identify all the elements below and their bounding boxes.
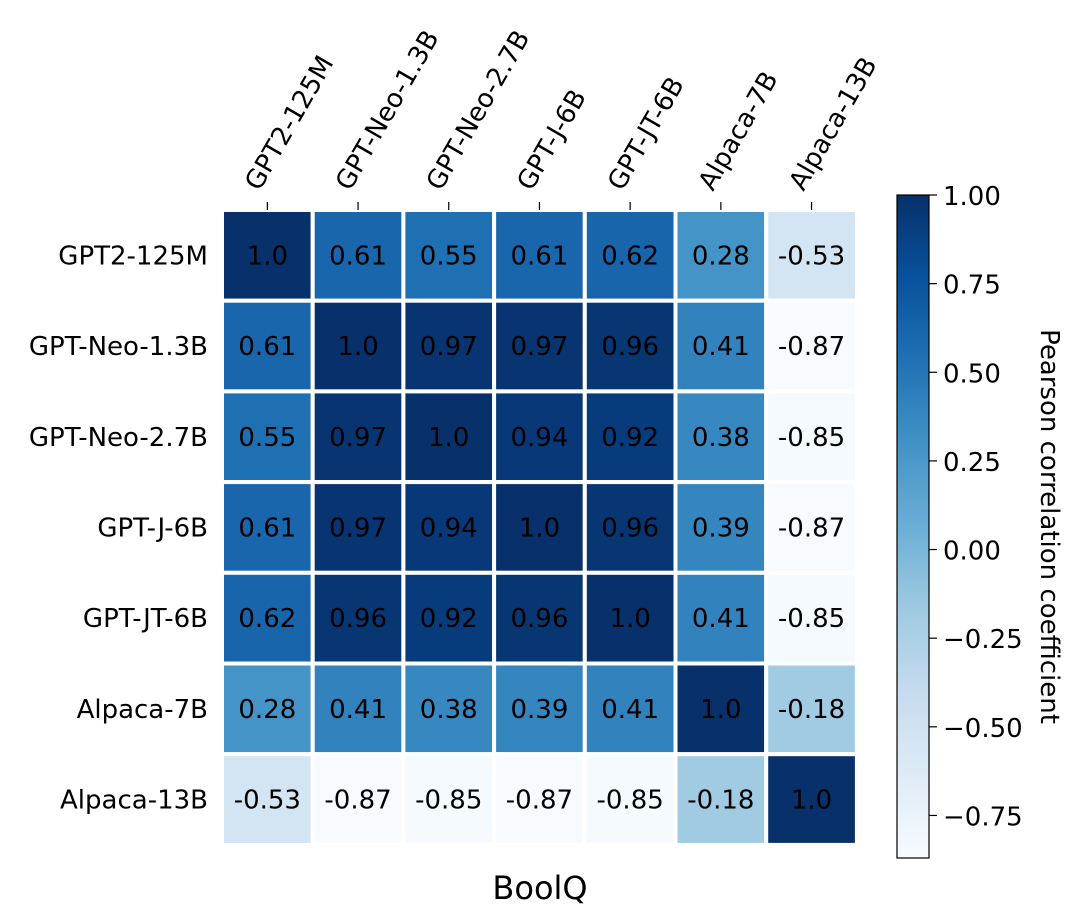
- cell-value-label: 1.0: [700, 695, 741, 725]
- heatmap-cell: [310, 480, 406, 575]
- cell-value-label: 0.61: [238, 332, 296, 362]
- cell-value-label: -0.85: [597, 786, 664, 816]
- colorbar-tick-label: −0.50: [943, 714, 1023, 744]
- cell-value-label: 0.92: [601, 423, 659, 453]
- heatmap-cell: [673, 752, 769, 847]
- cell-value-label: -0.18: [778, 695, 845, 725]
- cell-value-label: 0.39: [511, 695, 569, 725]
- heatmap-cell: [310, 389, 406, 485]
- cell-value-label: -0.53: [778, 241, 845, 271]
- cell-value-label: 0.62: [601, 241, 659, 271]
- cell-value-label: -0.85: [778, 423, 845, 453]
- cell-value-label: 0.55: [420, 241, 478, 271]
- cell-value-label: 0.96: [601, 332, 659, 362]
- colorbar-ticks: 1.00 0.75 0.50 0.25 0.00 −0.25 −0.50 −0.75: [929, 182, 1023, 832]
- heatmap-cells: 1.0 0.61 0.55 0.61 0.62 0.28 -0.53 0.61 1.0 0.97 0…: [220, 208, 859, 847]
- cell-value-label: 0.61: [511, 241, 569, 271]
- cell-value-label: 0.94: [511, 423, 569, 453]
- x-tick-label: GPT-JT-6B: [602, 72, 691, 195]
- cell-value-label: -0.53: [234, 786, 301, 816]
- heatmap-cell: [220, 661, 315, 757]
- cell-value-label: 1.0: [791, 786, 832, 816]
- colorbar-tick-label: 0.25: [943, 448, 1001, 478]
- cell-value-label: -0.87: [778, 332, 845, 362]
- cell-value-label: 0.39: [692, 513, 750, 543]
- cell-value-label: 0.41: [692, 332, 750, 362]
- colorbar-tick-label: 0.50: [943, 359, 1001, 389]
- heatmap-cell: [582, 298, 678, 394]
- cell-value-label: 0.61: [238, 513, 296, 543]
- colorbar-label: Pearson correlation coefficient: [1034, 329, 1064, 724]
- cell-value-label: 0.41: [601, 695, 659, 725]
- heatmap-cell: [401, 752, 497, 847]
- cell-value-label: 0.97: [329, 423, 387, 453]
- cell-value-label: 0.97: [420, 332, 478, 362]
- cell-value-label: -0.85: [778, 604, 845, 634]
- colorbar-gradient: [896, 194, 930, 859]
- cell-value-label: 0.96: [329, 604, 387, 634]
- x-axis-label: BoolQ: [492, 869, 587, 907]
- cell-value-label: -0.87: [778, 513, 845, 543]
- heatmap-cell: [401, 298, 497, 394]
- y-tick-label: GPT2-125M: [58, 241, 208, 271]
- heatmap-cell: [220, 298, 315, 394]
- heatmap-cell: [220, 570, 315, 666]
- cell-value-label: 1.0: [519, 513, 560, 543]
- cell-value-label: 0.41: [329, 695, 387, 725]
- colorbar: 1.00 0.75 0.50 0.25 0.00 −0.25 −0.50 −0.75 Pear…: [896, 182, 1064, 859]
- y-tick-label: Alpaca-7B: [77, 695, 208, 725]
- cell-value-label: 0.62: [238, 604, 296, 634]
- heatmap-cell: [673, 480, 769, 575]
- x-tick-label: Alpaca-7B: [693, 67, 785, 196]
- heatmap-cell: [673, 389, 769, 485]
- cell-value-label: 0.92: [420, 604, 478, 634]
- cell-value-label: 0.96: [601, 513, 659, 543]
- x-tick-labels: GPT2-125MGPT-Neo-1.3BGPT-Neo-2.7BGPT-J-6…: [239, 25, 884, 210]
- cell-value-label: 0.61: [329, 241, 387, 271]
- cell-value-label: -0.85: [415, 786, 482, 816]
- cell-value-label: -0.87: [324, 786, 391, 816]
- y-tick-label: Alpaca-13B: [60, 786, 208, 816]
- colorbar-tick-label: 0.75: [943, 271, 1001, 301]
- heatmap-cell: [764, 752, 859, 847]
- cell-value-label: -0.87: [506, 786, 573, 816]
- cell-value-label: 1.0: [428, 423, 469, 453]
- cell-value-label: 0.97: [329, 513, 387, 543]
- colorbar-tick-label: −0.75: [943, 802, 1023, 832]
- heatmap-cell: [764, 298, 859, 394]
- x-tick-label: GPT-J-6B: [512, 85, 593, 196]
- colorbar-tick-label: −0.25: [943, 625, 1023, 655]
- cell-value-label: 1.0: [247, 241, 288, 271]
- heatmap-cell: [401, 389, 497, 485]
- x-tick-label: GPT2-125M: [239, 51, 340, 196]
- cell-value-label: 0.41: [692, 604, 750, 634]
- cell-value-label: 0.96: [511, 604, 569, 634]
- y-tick-labels: GPT2-125M GPT-Neo-1.3B GPT-Neo-2.7B GPT-J-6…: [29, 241, 208, 815]
- y-tick-label: GPT-JT-6B: [83, 604, 208, 634]
- cell-value-label: 0.28: [692, 241, 750, 271]
- x-tick-label: Alpaca-13B: [784, 52, 884, 195]
- heatmap-cell: [310, 661, 406, 757]
- y-tick-label: GPT-Neo-2.7B: [29, 423, 208, 453]
- cell-value-label: 1.0: [337, 332, 378, 362]
- cell-value-label: -0.18: [687, 786, 754, 816]
- cell-value-label: 0.97: [511, 332, 569, 362]
- heatmap-cell: [582, 752, 678, 847]
- cell-value-label: 0.38: [420, 695, 478, 725]
- cell-value-label: 0.38: [692, 423, 750, 453]
- cell-value-label: 1.0: [609, 604, 650, 634]
- y-tick-label: GPT-J-6B: [97, 513, 208, 543]
- y-tick-label: GPT-Neo-1.3B: [29, 332, 208, 362]
- cell-value-label: 0.55: [238, 423, 296, 453]
- cell-value-label: 0.94: [420, 513, 478, 543]
- colorbar-tick-label: 0.00: [943, 537, 1001, 567]
- heatmap-cell: [492, 752, 587, 847]
- cell-value-label: 0.28: [238, 695, 296, 725]
- heatmap-cell: [582, 389, 678, 485]
- heatmap-cell: [220, 480, 315, 575]
- colorbar-tick-label: 1.00: [943, 182, 1001, 212]
- heatmap-cell: [401, 570, 497, 666]
